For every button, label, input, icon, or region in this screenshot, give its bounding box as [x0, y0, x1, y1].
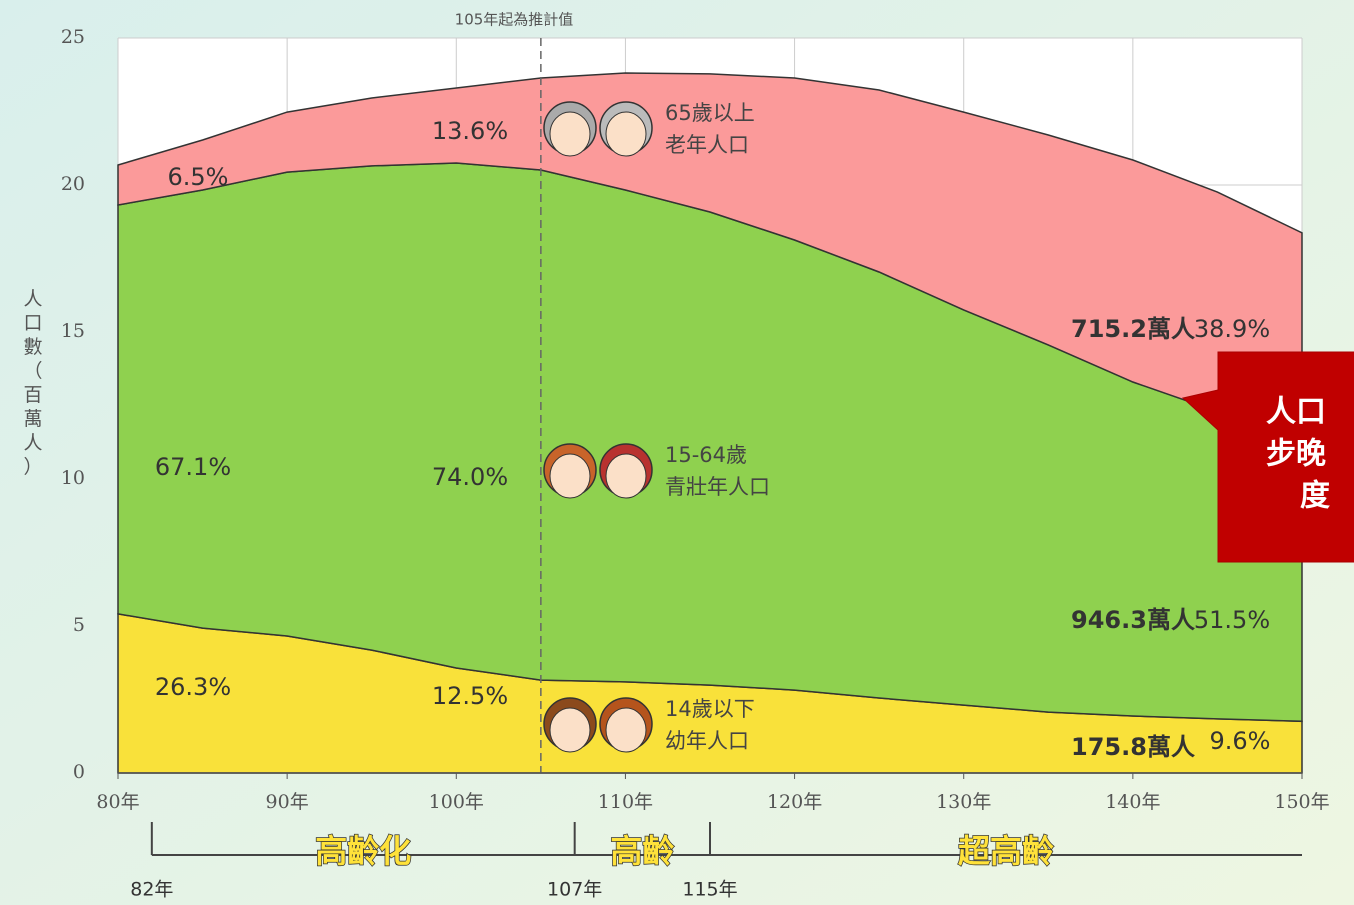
- data-label: 26.3%: [155, 673, 231, 701]
- legend-label: 幼年人口: [665, 729, 749, 753]
- stage-label: 高齡化: [315, 832, 411, 870]
- x-tick-label: 120年: [767, 791, 822, 813]
- stage-label: 高齡: [610, 832, 674, 870]
- data-label: 6.5%: [168, 163, 229, 191]
- stage-label: 超高齡: [958, 832, 1054, 870]
- face-icon: [605, 453, 647, 499]
- face-icon: [605, 707, 647, 753]
- x-tick-label: 90年: [266, 791, 309, 813]
- data-label: 38.9%: [1194, 315, 1270, 343]
- x-tick-label: 140年: [1105, 791, 1160, 813]
- legend-label: 65歲以上: [665, 101, 755, 125]
- callout-text: 度: [1300, 479, 1330, 514]
- x-tick-label: 110年: [598, 791, 653, 813]
- callout-text: 人口: [1266, 395, 1326, 430]
- y-axis-label: 人口數（百萬人）: [23, 288, 42, 478]
- face-icon: [549, 111, 591, 157]
- projection-note: 105年起為推計值: [455, 11, 574, 29]
- data-label: 715.2萬人: [1071, 315, 1195, 343]
- data-label: 67.1%: [155, 453, 231, 481]
- callout: [1181, 351, 1354, 563]
- y-tick-label: 5: [73, 614, 85, 636]
- legend-label: 14歲以下: [665, 697, 755, 721]
- legend-label: 老年人口: [665, 133, 749, 157]
- stage-year: 107年: [547, 879, 602, 901]
- stage-year: 82年: [130, 879, 173, 901]
- y-tick-label: 25: [61, 26, 85, 48]
- y-tick-label: 20: [61, 173, 85, 195]
- legend-label: 青壯年人口: [665, 475, 770, 499]
- callout-text: 步晚: [1266, 437, 1326, 472]
- y-axis-label: 人口數（百萬人）: [23, 288, 42, 478]
- data-label: 9.6%: [1210, 727, 1271, 755]
- y-tick-label: 15: [61, 320, 85, 342]
- x-tick-label: 150年: [1274, 791, 1329, 813]
- legend-label: 15-64歲: [665, 443, 747, 467]
- face-icon: [549, 707, 591, 753]
- x-tick-label: 130年: [936, 791, 991, 813]
- callout-box: [1181, 351, 1354, 563]
- y-tick-label: 10: [61, 467, 85, 489]
- x-tick-label: 80年: [96, 791, 139, 813]
- y-tick-label: 0: [73, 761, 85, 783]
- data-label: 946.3萬人: [1071, 606, 1195, 634]
- data-label: 12.5%: [432, 682, 508, 710]
- face-icon: [549, 453, 591, 499]
- data-label: 13.6%: [432, 117, 508, 145]
- x-tick-label: 100年: [429, 791, 484, 813]
- data-label: 74.0%: [432, 463, 508, 491]
- data-label: 175.8萬人: [1071, 733, 1195, 761]
- data-label: 51.5%: [1194, 606, 1270, 634]
- stage-year: 115年: [682, 879, 737, 901]
- face-icon: [605, 111, 647, 157]
